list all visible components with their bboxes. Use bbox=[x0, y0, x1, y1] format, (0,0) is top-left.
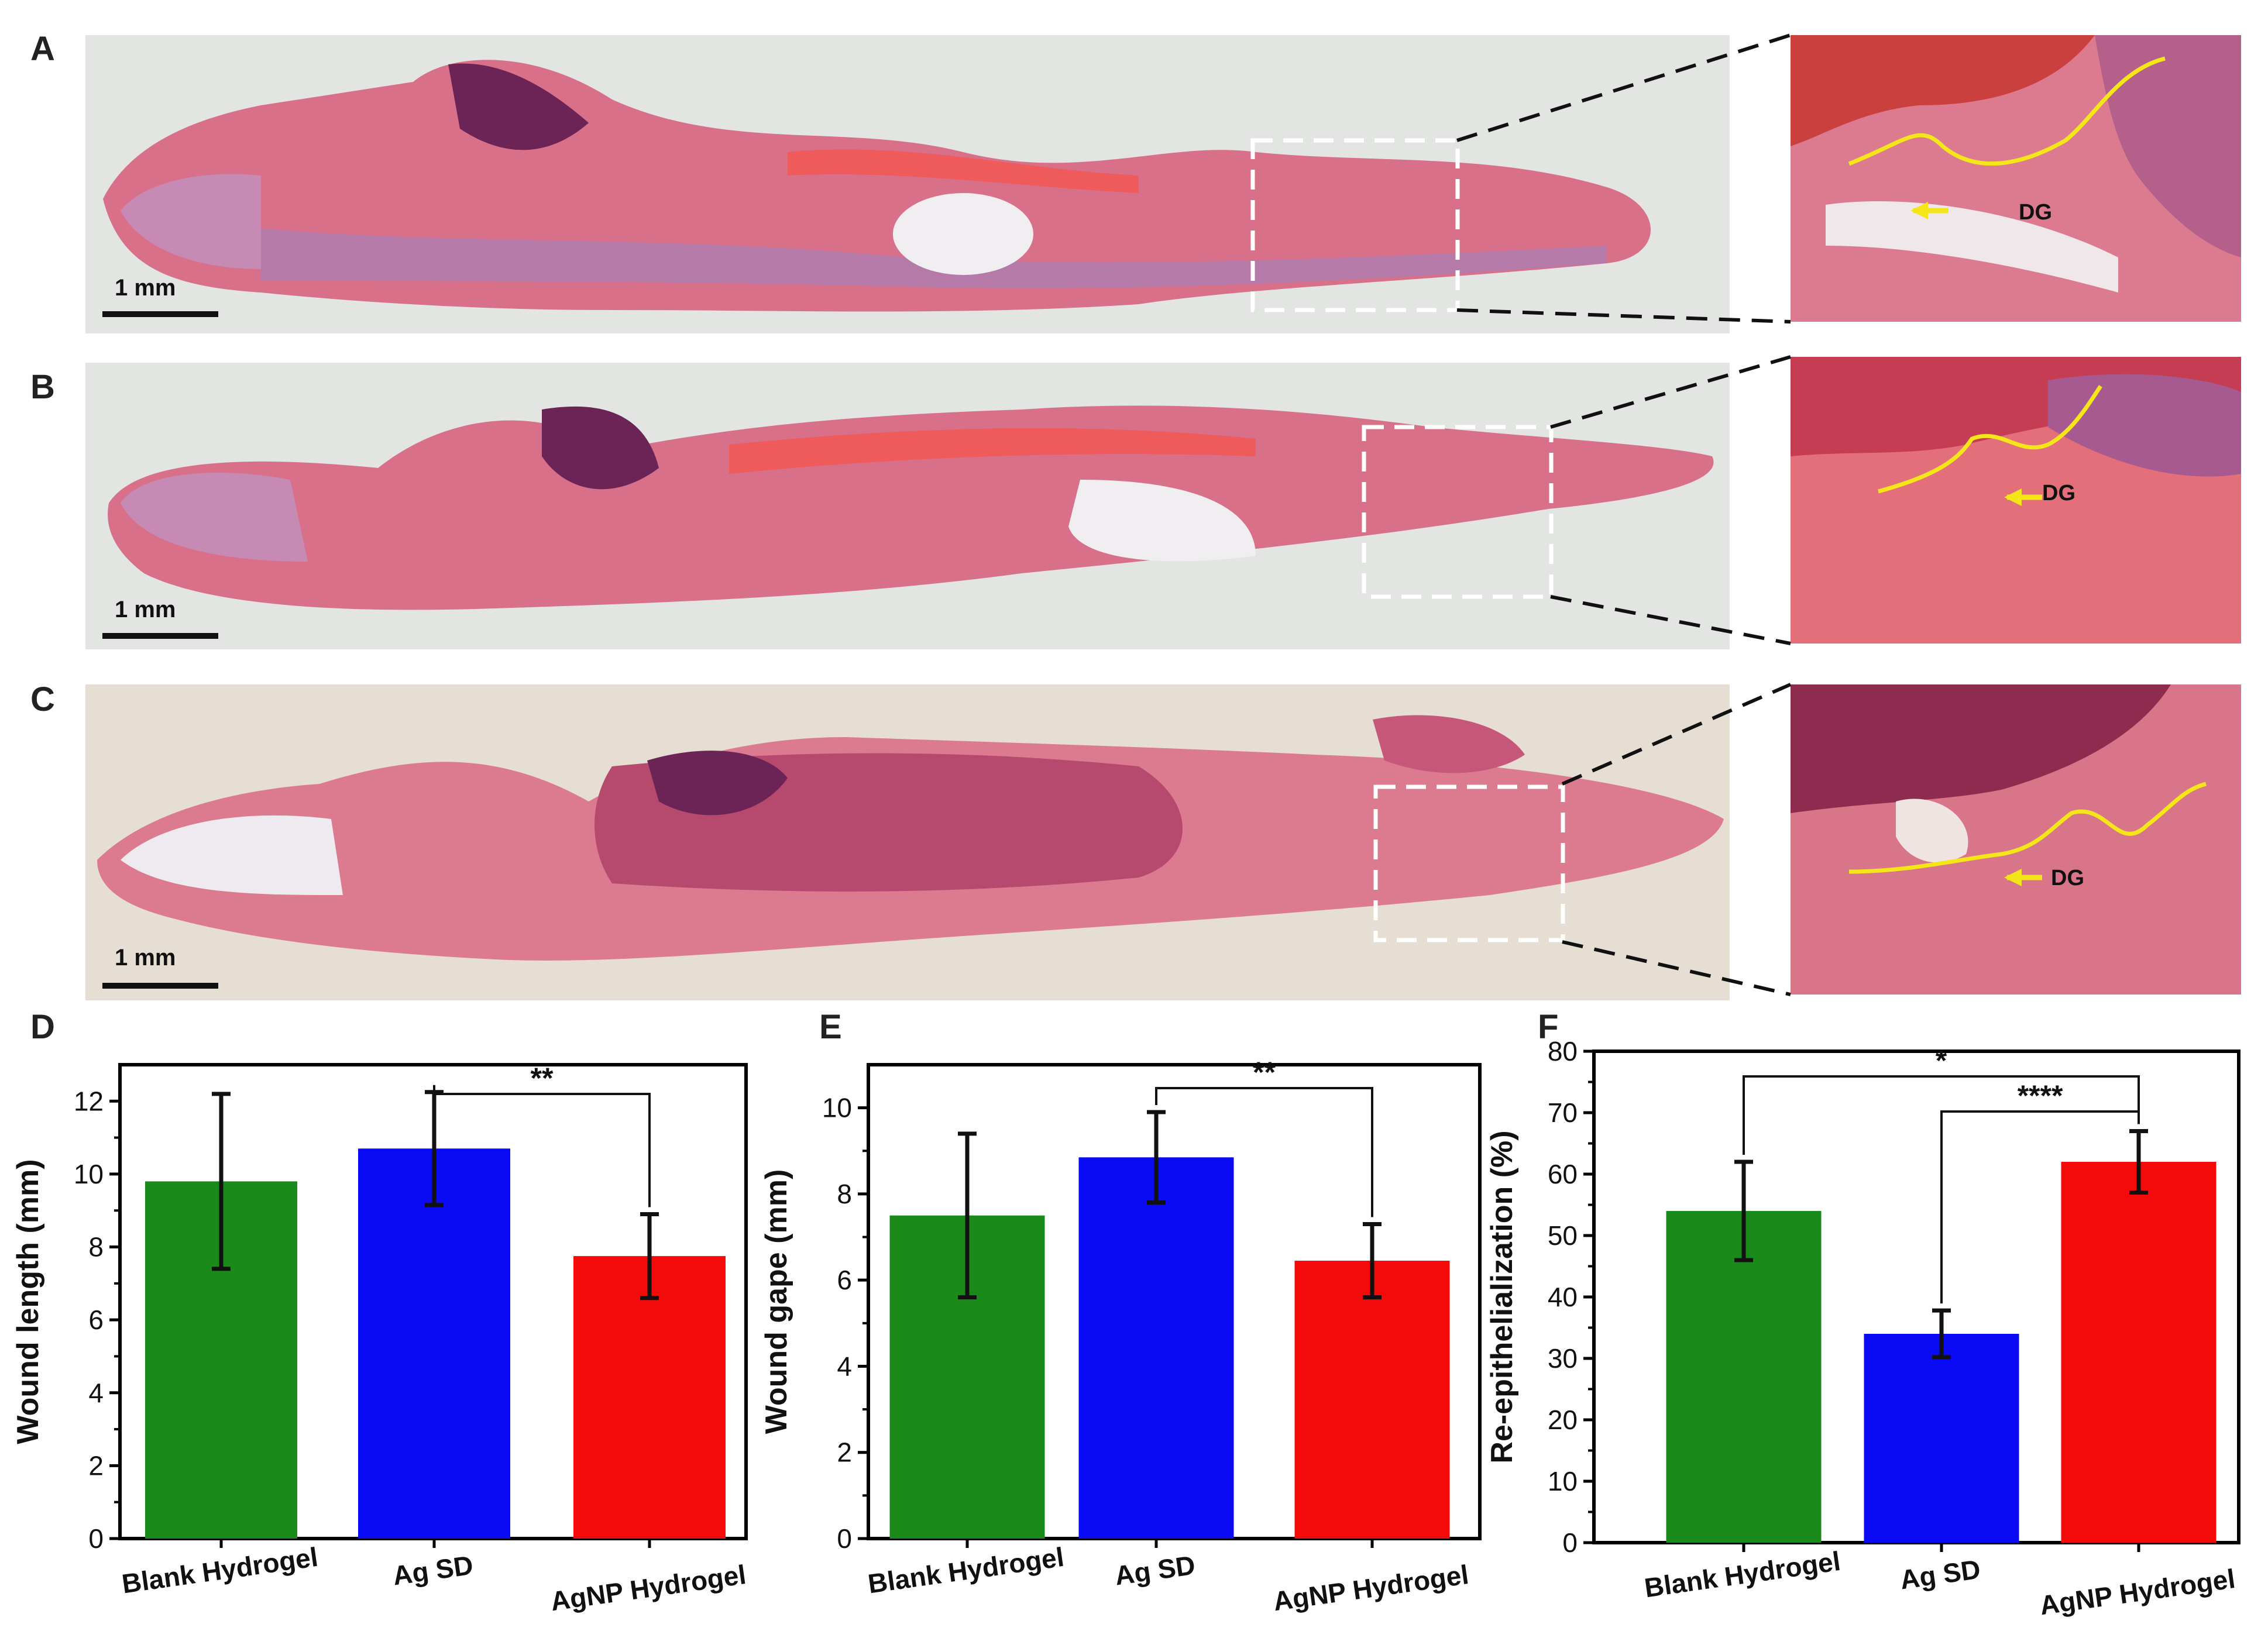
bar-1 bbox=[358, 1148, 510, 1539]
zoom-inset-c bbox=[1791, 684, 2241, 995]
y-tick-label: 6 bbox=[88, 1305, 104, 1335]
significance-label: ** bbox=[1253, 1056, 1276, 1089]
y-axis-label: Re-epithelialization (%) bbox=[1485, 1130, 1519, 1463]
significance-label: * bbox=[1936, 1044, 1947, 1077]
scale-label-b: 1 mm bbox=[115, 597, 176, 622]
panel-label-e: E bbox=[819, 1008, 842, 1046]
panel-label-d: D bbox=[30, 1008, 55, 1046]
y-axis-label: Wound gape (mm) bbox=[760, 1169, 793, 1434]
y-tick-label: 12 bbox=[74, 1086, 104, 1116]
y-tick-label: 4 bbox=[837, 1351, 852, 1381]
histology-image-a bbox=[85, 35, 1730, 333]
significance-label: **** bbox=[2018, 1079, 2063, 1112]
histology-image-c bbox=[85, 684, 1730, 1000]
y-tick-label: 10 bbox=[74, 1159, 104, 1189]
y-axis-label: Wound length (mm) bbox=[11, 1159, 45, 1444]
dg-label-c: DG bbox=[2051, 866, 2084, 890]
bar-2 bbox=[573, 1256, 726, 1539]
y-tick-label: 6 bbox=[837, 1265, 852, 1295]
panel-label-b: B bbox=[30, 368, 55, 406]
y-tick-label: 2 bbox=[88, 1450, 104, 1481]
scale-label-c: 1 mm bbox=[115, 945, 176, 971]
x-category-label: Ag SD bbox=[1898, 1554, 1982, 1595]
y-tick-label: 60 bbox=[1548, 1159, 1578, 1189]
x-category-label: AgNP Hydrogel bbox=[2038, 1563, 2238, 1620]
y-tick-label: 80 bbox=[1548, 1036, 1578, 1066]
y-tick-label: 70 bbox=[1548, 1097, 1578, 1128]
panel-label-c: C bbox=[30, 680, 55, 718]
significance-bracket bbox=[1940, 1110, 2140, 1304]
y-tick-label: 0 bbox=[1562, 1527, 1578, 1558]
bar-1 bbox=[1864, 1334, 2019, 1543]
scale-bar-b bbox=[102, 633, 218, 639]
histology-image-b bbox=[85, 363, 1730, 649]
scale-label-a: 1 mm bbox=[115, 275, 176, 301]
zoom-inset-a bbox=[1791, 35, 2241, 322]
y-tick-label: 40 bbox=[1548, 1282, 1578, 1312]
bar-2 bbox=[1294, 1261, 1450, 1539]
zoom-connectors bbox=[1456, 33, 1792, 996]
dg-label-b: DG bbox=[2042, 481, 2075, 505]
panel-label-a: A bbox=[30, 30, 55, 68]
bar-0 bbox=[1666, 1211, 1822, 1543]
y-tick-label: 0 bbox=[88, 1523, 104, 1554]
y-tick-label: 10 bbox=[822, 1093, 852, 1123]
x-category-label: Blank Hydrogel bbox=[1642, 1546, 1842, 1603]
y-tick-label: 8 bbox=[88, 1232, 104, 1262]
y-tick-label: 8 bbox=[837, 1179, 852, 1209]
panel-label-f: F bbox=[1538, 1008, 1559, 1046]
y-tick-label: 50 bbox=[1548, 1220, 1578, 1251]
bar-1 bbox=[1078, 1157, 1234, 1539]
y-tick-label: 2 bbox=[837, 1437, 852, 1468]
y-tick-label: 10 bbox=[1548, 1466, 1578, 1496]
significance-bracket bbox=[433, 1085, 651, 1207]
dg-label-a: DG bbox=[2019, 200, 2052, 225]
bar-2 bbox=[2061, 1162, 2217, 1543]
y-tick-label: 0 bbox=[837, 1523, 852, 1554]
y-tick-label: 4 bbox=[88, 1378, 104, 1408]
y-tick-label: 20 bbox=[1548, 1405, 1578, 1435]
y-tick-label: 30 bbox=[1548, 1343, 1578, 1374]
scale-bar-a bbox=[102, 311, 218, 317]
significance-bracket bbox=[1743, 1075, 2140, 1155]
significance-label: ** bbox=[531, 1062, 554, 1095]
scale-bar-c bbox=[102, 983, 218, 989]
zoom-inset-b bbox=[1791, 357, 2241, 644]
significance-bracket bbox=[1155, 1087, 1373, 1217]
